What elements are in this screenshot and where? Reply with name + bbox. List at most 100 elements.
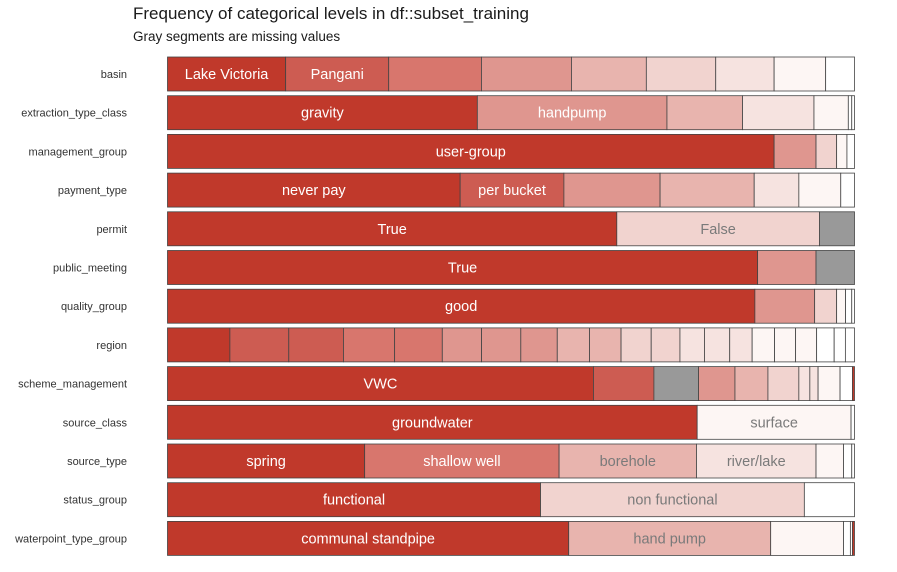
bar-row-public_meeting: public_meeting True bbox=[53, 250, 855, 285]
segment-label: river/lake bbox=[727, 454, 786, 470]
bar-segment bbox=[704, 327, 731, 363]
bar-segment bbox=[167, 133, 775, 169]
segment-label: user-group bbox=[436, 144, 506, 160]
bar-segment bbox=[852, 521, 855, 556]
bar-segment bbox=[696, 404, 852, 440]
segment-label: surface bbox=[750, 415, 798, 431]
bar-segment bbox=[845, 288, 853, 324]
bar-segment bbox=[715, 56, 775, 92]
bar-row-basin: basin Lake Victoria Pangani bbox=[101, 56, 855, 92]
bar-segment bbox=[394, 327, 443, 363]
segment-label: spring bbox=[246, 454, 286, 470]
segment-label: never pay bbox=[282, 183, 346, 199]
bar-row-payment_type: payment_type never pay per bucket bbox=[58, 172, 855, 208]
bar-segment bbox=[563, 172, 661, 208]
row-label: payment_type bbox=[58, 185, 127, 197]
segment-label: True bbox=[448, 261, 477, 277]
missing-segment bbox=[819, 211, 855, 247]
row-label: public_meeting bbox=[53, 263, 127, 275]
bar-segment bbox=[773, 133, 817, 169]
bar-segment bbox=[593, 366, 655, 402]
bar-segment bbox=[167, 366, 594, 402]
bar-segment bbox=[851, 95, 855, 131]
bar-segment bbox=[851, 443, 855, 479]
bar-segment bbox=[679, 327, 705, 363]
segment-label: gravity bbox=[301, 106, 344, 122]
bar-segment bbox=[481, 56, 572, 92]
bar-segment bbox=[589, 327, 622, 363]
bar-segment bbox=[847, 95, 853, 131]
bar-segment bbox=[852, 366, 855, 402]
bar-row-region: region bbox=[96, 327, 855, 363]
segment-label: False bbox=[700, 222, 735, 238]
bar-segment bbox=[167, 95, 478, 131]
bar-segment bbox=[813, 95, 849, 131]
row-label: basin bbox=[101, 69, 127, 81]
bar-segment bbox=[167, 327, 231, 363]
row-label: extraction_type_class bbox=[21, 108, 127, 120]
bar-segment bbox=[825, 56, 855, 92]
chart-subtitle: Gray segments are missing values bbox=[133, 29, 341, 44]
bar-segment bbox=[364, 443, 560, 479]
segment-label: Pangani bbox=[311, 67, 364, 83]
bar-segment bbox=[734, 366, 769, 402]
segment-label: handpump bbox=[538, 106, 607, 122]
bar-segment bbox=[840, 172, 855, 208]
bar-segment bbox=[441, 327, 482, 363]
bar-segment bbox=[167, 288, 756, 324]
missing-segment bbox=[653, 366, 699, 402]
bar-segment bbox=[773, 56, 827, 92]
bar-segment bbox=[696, 443, 817, 479]
missing-segment bbox=[815, 250, 855, 285]
bar-segment bbox=[698, 366, 736, 402]
bar-segment bbox=[839, 366, 853, 402]
bar-segment bbox=[650, 327, 681, 363]
bar-row-source_type: source_type spring shallow well borehole riv… bbox=[67, 443, 855, 479]
segment-label: per bucket bbox=[478, 183, 546, 199]
bar-segment bbox=[757, 250, 817, 285]
bar-segment bbox=[795, 327, 818, 363]
bar-segment bbox=[850, 404, 855, 440]
bar-segment bbox=[568, 521, 772, 556]
bar-segment bbox=[167, 211, 618, 247]
bar-segment bbox=[836, 133, 848, 169]
bar-row-waterpoint_type_group: waterpoint_type_group communal standpipe h… bbox=[14, 521, 855, 556]
bar-segment bbox=[815, 133, 838, 169]
bar-segment bbox=[556, 327, 590, 363]
segment-label: groundwater bbox=[392, 415, 473, 431]
row-label: region bbox=[96, 340, 127, 352]
segment-label: hand pump bbox=[633, 531, 706, 547]
segment-label: functional bbox=[323, 493, 385, 509]
row-label: management_group bbox=[29, 146, 127, 158]
bar-segment bbox=[459, 172, 565, 208]
bar-segment bbox=[729, 327, 753, 363]
segment-label: shallow well bbox=[423, 454, 500, 470]
bar-segment bbox=[844, 327, 855, 363]
chart-title: Frequency of categorical levels in df::s… bbox=[133, 4, 529, 23]
bar-segment bbox=[167, 172, 461, 208]
bar-segment bbox=[571, 56, 647, 92]
bar-segment bbox=[754, 288, 816, 324]
bar-segment bbox=[742, 95, 815, 131]
bar-row-permit: permit True False bbox=[96, 211, 855, 247]
bar-segment bbox=[476, 95, 668, 131]
row-label: scheme_management bbox=[18, 379, 127, 391]
bar-segment bbox=[814, 288, 838, 324]
row-label: quality_group bbox=[61, 301, 127, 313]
bar-segment bbox=[229, 327, 290, 363]
bar-segment bbox=[851, 288, 855, 324]
row-label: source_class bbox=[63, 417, 128, 429]
bar-segment bbox=[288, 327, 344, 363]
bar-segment bbox=[167, 443, 366, 479]
bar-segment bbox=[809, 366, 819, 402]
bar-segment bbox=[774, 327, 797, 363]
row-label: source_type bbox=[67, 456, 127, 468]
bar-segment bbox=[620, 327, 652, 363]
bar-segment bbox=[167, 482, 541, 518]
bar-segment bbox=[843, 521, 851, 556]
bar-segment bbox=[481, 327, 522, 363]
bar-row-status_group: status_group functional non functional bbox=[63, 482, 855, 518]
bar-segment bbox=[803, 482, 855, 518]
bar-segment bbox=[558, 443, 697, 479]
bar-row-management_group: management_group user-group bbox=[29, 133, 855, 169]
